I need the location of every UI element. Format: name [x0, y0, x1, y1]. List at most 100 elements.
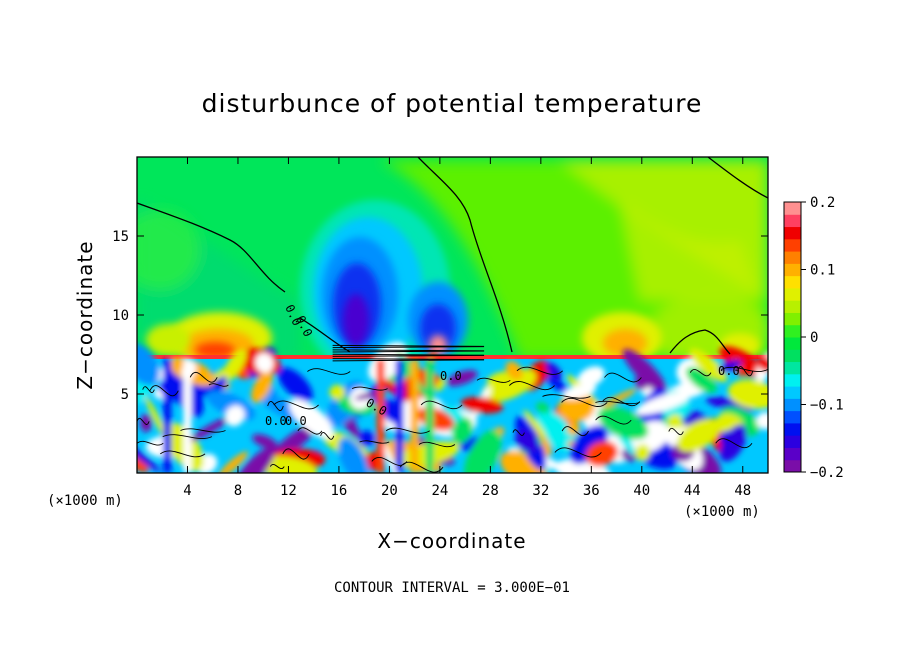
contour-band-line — [332, 359, 485, 362]
contour-squiggle — [385, 427, 430, 434]
contour-squiggle — [399, 461, 444, 473]
colorbar-swatch — [784, 373, 801, 387]
x-tick-label: 36 — [583, 483, 600, 499]
turbulence-blob — [597, 406, 649, 440]
turbulence-blob — [452, 417, 473, 445]
colorbar-swatch — [784, 361, 801, 375]
contour-band-line — [332, 346, 485, 349]
contour-band-line — [332, 350, 485, 353]
turbulence-blob — [137, 455, 149, 473]
colorbar-tick-label: 0 — [810, 330, 818, 346]
turbulence-blob — [463, 429, 502, 473]
turbulence-blob — [577, 366, 605, 388]
contour-squiggle — [715, 438, 753, 449]
turbulence-blob — [486, 371, 509, 384]
plume — [425, 359, 434, 473]
colorbar-swatch — [784, 410, 801, 424]
turbulence-blob — [446, 370, 478, 387]
colorbar-swatch — [784, 398, 801, 412]
negative-anomaly-core — [300, 200, 468, 380]
contour-squiggle — [208, 383, 229, 387]
colorbar-tick-label: 0.1 — [810, 263, 835, 279]
x-tick-label: 32 — [532, 483, 549, 499]
turbulence-blob — [329, 384, 346, 400]
turbulence-blob — [139, 413, 153, 433]
plume — [183, 359, 192, 473]
contour-squiggle — [351, 386, 388, 391]
x-tick-label: 44 — [684, 483, 701, 499]
colorbar-tick-label: 0.2 — [810, 195, 835, 211]
contour-squiggle — [516, 366, 564, 375]
contour-band-line — [332, 349, 485, 352]
inversion-line — [137, 355, 768, 359]
x-axis-ticks: 4 8 12 16 20 24 28 32 36 40 44 48 — [183, 157, 751, 499]
contour-squiggle — [359, 440, 390, 444]
turbulence-blob — [756, 412, 768, 430]
contour-squiggle — [554, 447, 602, 458]
colorbar-swatch — [784, 287, 801, 301]
colorbar-swatch — [784, 459, 801, 473]
colorbar-tick-label: −0.2 — [810, 465, 844, 481]
plot-area — [137, 157, 768, 473]
colorbar-swatch — [784, 349, 801, 363]
turbulence-blob — [289, 398, 334, 439]
x-tick-label: 20 — [381, 483, 398, 499]
turbulence-blob — [251, 370, 273, 403]
turbulence-blob — [706, 396, 754, 413]
colorbar-swatch — [784, 202, 801, 215]
contour-squiggle — [736, 366, 754, 377]
contour-squiggle — [149, 385, 179, 397]
contour-squiggle — [307, 368, 351, 375]
turbulence-blob — [727, 379, 768, 410]
contour-squiggle — [189, 371, 218, 383]
turbulence-blob — [536, 402, 549, 414]
turbulence-blob — [558, 392, 595, 422]
contour-squiggle — [604, 372, 642, 383]
colorbar-swatch — [784, 275, 801, 289]
colorbar-swatch — [784, 422, 801, 436]
x-tick-label: 4 — [183, 483, 191, 499]
contour-squiggle — [269, 464, 285, 469]
x-tick-label: 48 — [734, 483, 751, 499]
contour-squiggle — [297, 427, 323, 435]
turbulence-blob — [218, 451, 248, 473]
contour-squiggle — [595, 415, 632, 425]
turbulence-blob — [667, 414, 682, 427]
y-axis-ticks: 5 10 15 — [112, 229, 768, 403]
contour-label: 0.0 — [265, 414, 287, 428]
colorbar-ticks: −0.2 −0.1 0 0.1 0.2 — [801, 195, 844, 481]
contour-squiggle — [180, 428, 226, 433]
contour-squiggle — [420, 400, 463, 410]
turbulence-blob — [338, 437, 369, 473]
turbulence-blob — [187, 416, 232, 443]
contour-squiggle — [721, 366, 768, 372]
turbulence-blob — [277, 367, 313, 402]
contour-squiggle — [142, 386, 155, 393]
y-tick-label: 5 — [121, 387, 129, 403]
colorbar-swatch — [784, 337, 801, 350]
x-tick-label: 40 — [633, 483, 650, 499]
x-tick-label: 24 — [431, 483, 448, 499]
colorbar-tick-label: −0.1 — [810, 398, 844, 414]
colorbar-swatch — [784, 447, 801, 461]
contour-squiggle — [668, 427, 684, 436]
turbulence-blob — [137, 436, 161, 473]
turbulence-blob — [460, 396, 504, 414]
lower-contour-lines — [137, 344, 768, 473]
y-tick-label: 15 — [112, 229, 129, 245]
turbulence-blob — [562, 383, 597, 400]
contour-squiggle — [162, 434, 213, 439]
upper-field-shading — [137, 160, 768, 365]
contour-squiggle — [595, 400, 640, 405]
turbulence-blob — [208, 363, 237, 382]
contour-squiggle — [561, 426, 589, 437]
turbulence-blob — [677, 418, 720, 452]
plume — [410, 359, 419, 473]
turbulence-blob — [545, 362, 563, 380]
y-tick-label: 10 — [112, 308, 129, 324]
contour-squiggle — [320, 432, 335, 440]
turbulence-blob — [258, 456, 318, 473]
colorbar-swatch — [784, 251, 801, 264]
contour-band-line — [332, 344, 485, 347]
